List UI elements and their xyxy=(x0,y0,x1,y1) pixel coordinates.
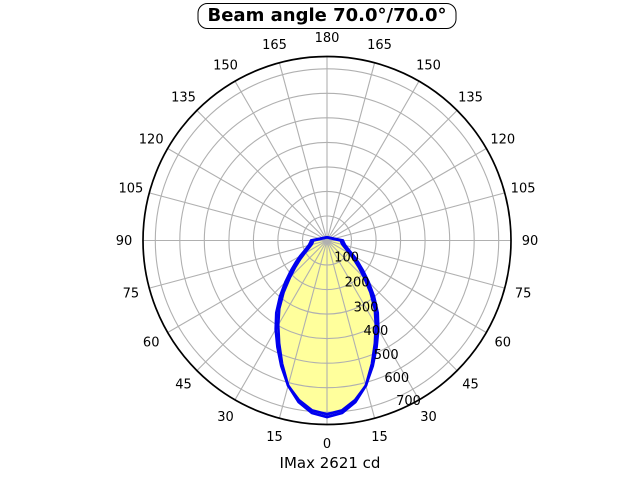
angle-tick-label: 180 xyxy=(315,31,340,46)
angle-tick-label: 45 xyxy=(175,378,192,393)
radial-tick-label: 200 xyxy=(345,276,370,291)
angle-tick-label: 60 xyxy=(495,336,512,351)
angle-tick-label: 60 xyxy=(143,336,160,351)
grid-spoke xyxy=(196,240,328,371)
grid-spoke xyxy=(234,240,328,401)
grid-spoke xyxy=(326,62,376,241)
chart-title: Beam angle 70.0°/70.0° xyxy=(197,3,457,29)
angle-tick-label: 135 xyxy=(171,91,196,106)
grid-spoke xyxy=(278,62,328,241)
grid-spoke xyxy=(196,110,328,241)
angle-tick-label: 135 xyxy=(458,91,483,106)
angle-tick-label: 165 xyxy=(262,38,287,53)
angle-tick-label: 120 xyxy=(490,133,515,148)
grid-spoke xyxy=(326,192,505,242)
angle-tick-label: 45 xyxy=(462,378,479,393)
radial-tick-label: 700 xyxy=(396,394,421,409)
angle-tick-label: 105 xyxy=(118,182,143,197)
grid-spoke xyxy=(326,80,420,241)
radial-tick-label: 500 xyxy=(374,348,399,363)
grid-spoke xyxy=(326,240,420,401)
radial-tick-label: 100 xyxy=(334,251,359,266)
grid-spoke xyxy=(167,148,328,241)
angle-tick-label: 90 xyxy=(522,234,539,249)
angle-tick-label: 105 xyxy=(511,182,536,197)
radial-tick-label: 400 xyxy=(363,324,388,339)
grid-spoke xyxy=(234,80,328,241)
angle-tick-label: 165 xyxy=(367,38,392,53)
angle-tick-label: 0 xyxy=(323,437,331,452)
grid-spoke xyxy=(278,240,328,419)
polar-axis-circle xyxy=(142,55,512,426)
angle-tick-label: 15 xyxy=(371,430,388,445)
imax-value-label: IMax 2621 cd xyxy=(279,454,381,472)
grid-spoke xyxy=(326,148,487,241)
angle-tick-label: 75 xyxy=(515,287,532,302)
angle-tick-label: 15 xyxy=(266,430,283,445)
angle-tick-label: 150 xyxy=(213,58,238,73)
grid-spoke xyxy=(326,110,458,241)
radial-tick-label: 600 xyxy=(384,371,409,386)
angle-tick-label: 90 xyxy=(116,234,133,249)
grid-spoke xyxy=(149,192,328,242)
grid-spoke xyxy=(326,239,505,289)
angle-tick-label: 30 xyxy=(217,410,234,425)
beam-curve-outline xyxy=(274,235,380,416)
angle-tick-label: 150 xyxy=(416,58,441,73)
angle-tick-label: 120 xyxy=(139,133,164,148)
angle-tick-label: 30 xyxy=(420,410,437,425)
grid-spoke xyxy=(149,239,328,289)
radial-tick-label: 300 xyxy=(354,300,379,315)
grid-spoke xyxy=(326,240,376,419)
angle-tick-label: 75 xyxy=(123,287,140,302)
beam-curve-filled xyxy=(276,235,378,419)
grid-spoke xyxy=(326,240,458,371)
